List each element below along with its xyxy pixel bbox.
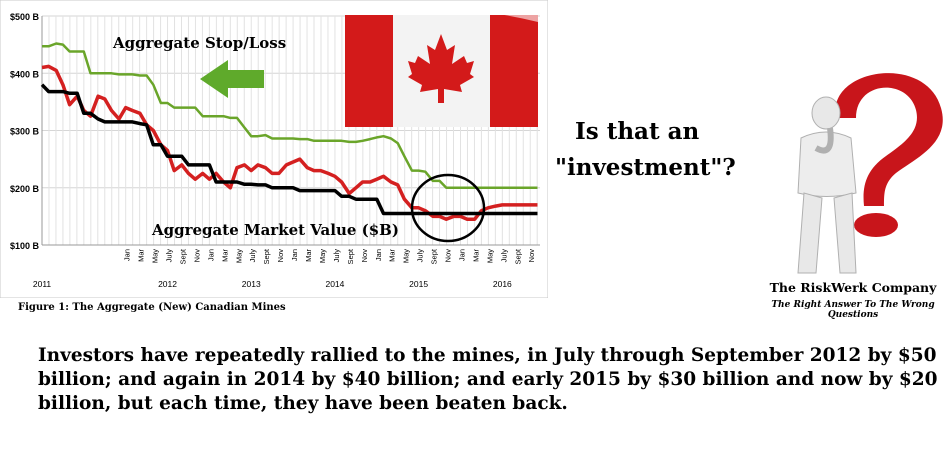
x-month-label: May — [234, 249, 243, 263]
x-month-label: Nov — [192, 249, 201, 263]
x-month-label: July — [248, 249, 257, 263]
x-month-label: Sept — [346, 248, 355, 264]
x-month-label: Mar — [471, 249, 480, 262]
x-month-label: Jan — [206, 249, 215, 261]
x-month-label: July — [499, 249, 508, 263]
x-month-label: July — [332, 249, 341, 263]
riskwerk-logo: The RiskWerk Company The Right Answer To… — [756, 58, 950, 320]
chart-svg: $100 B $200 B $300 B $400 B $500 B Jan Mar May… — [0, 0, 548, 298]
logo-tagline: The Right Answer To The Wrong Questions — [771, 300, 935, 320]
x-month-label: Jan — [123, 249, 132, 261]
x-year-label: 2011 — [33, 279, 52, 289]
x-month-label: Sept — [513, 248, 522, 264]
x-month-label: Mar — [137, 249, 146, 262]
market-value-line — [40, 83, 538, 216]
question-line-2: "investment"? — [555, 154, 736, 181]
x-month-label: July — [165, 249, 174, 263]
x-axis-ticks: Jan Mar May July Sept Nov Jan Mar May July Sept Nov… — [33, 248, 536, 289]
x-month-label: May — [151, 249, 160, 263]
x-month-label: Sept — [430, 248, 439, 264]
x-month-label: Nov — [527, 249, 536, 263]
x-month-label: Sept — [262, 248, 271, 264]
x-year-label: 2012 — [158, 279, 177, 289]
x-month-label: Mar — [388, 249, 397, 262]
chart-panel: $100 B $200 B $300 B $400 B $500 B Jan Mar May… — [0, 0, 548, 298]
logo-company-name: The RiskWerk Company — [769, 280, 937, 295]
x-month-label: Mar — [304, 249, 313, 262]
y-tick-label: $100 B — [10, 241, 40, 251]
question-line-1: Is that an — [575, 118, 700, 145]
x-month-label: May — [318, 249, 327, 263]
x-month-label: Nov — [276, 249, 285, 263]
x-month-label: July — [416, 249, 425, 263]
x-month-label: Jan — [457, 249, 466, 261]
red-series-line — [41, 64, 538, 221]
series-layer — [40, 42, 538, 221]
highlight-ellipse — [410, 173, 486, 243]
x-year-label: 2016 — [493, 279, 512, 289]
x-year-label: 2014 — [325, 279, 344, 289]
stop-loss-annotation: Aggregate Stop/Loss — [112, 34, 286, 52]
x-month-label: Jan — [374, 249, 383, 261]
y-tick-label: $400 B — [10, 69, 40, 79]
left-arrow-icon — [200, 60, 264, 98]
x-month-label: May — [485, 249, 494, 263]
x-month-label: Nov — [444, 249, 453, 263]
body-paragraph: Investors have repeatedly rallied to the… — [38, 345, 938, 414]
x-month-label: Nov — [360, 249, 369, 263]
x-year-label: 2015 — [409, 279, 428, 289]
y-axis-ticks: $100 B $200 B $300 B $400 B $500 B — [10, 12, 40, 251]
x-month-label: Mar — [220, 249, 229, 262]
y-tick-label: $200 B — [10, 184, 40, 194]
x-year-label: 2013 — [242, 279, 261, 289]
thinking-figure-question-mark-icon — [797, 73, 943, 274]
market-value-annotation: Aggregate Market Value ($B) — [151, 221, 399, 239]
canadian-flag-icon — [345, 7, 538, 127]
stop-loss-line — [42, 42, 538, 190]
y-tick-label: $500 B — [10, 12, 40, 22]
x-month-label: Jan — [290, 249, 299, 261]
y-tick-label: $300 B — [10, 127, 40, 137]
x-month-label: May — [402, 249, 411, 263]
x-month-label: Sept — [178, 248, 187, 264]
figure-caption: Figure 1: The Aggregate (New) Canadian M… — [18, 302, 286, 313]
